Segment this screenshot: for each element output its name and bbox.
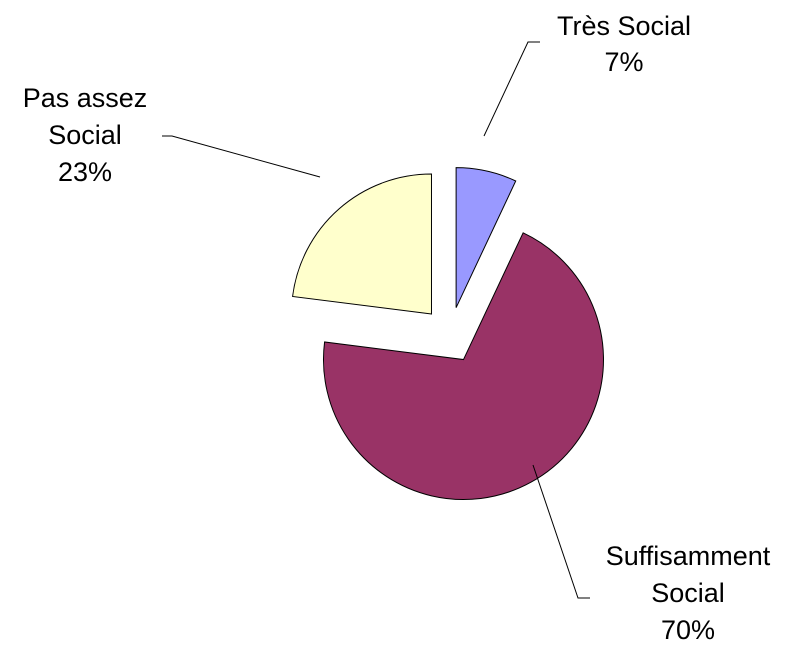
leader-line-tres-social <box>483 41 540 137</box>
slice-percent-suffisamment-social: 70% <box>661 615 715 645</box>
pie-slice-pas-assez-social <box>292 173 432 315</box>
slice-label-tres-social: Très Social <box>557 11 691 41</box>
leader-line-pas-assez-social <box>162 135 321 178</box>
slice-label-pas-assez-social: Pas assez <box>23 83 148 113</box>
pie-slice-suffisamment-social <box>323 232 604 501</box>
pie-slice-tres-social <box>455 167 517 308</box>
slice-label-pas-assez-social: Social <box>48 120 122 150</box>
leader-line-suffisamment-social <box>532 464 590 599</box>
slice-labels: Très Social 7% Suffisamment Social 70% Pas as… <box>23 11 771 645</box>
slice-percent-pas-assez-social: 23% <box>58 157 112 187</box>
leader-lines <box>162 41 590 599</box>
slice-label-suffisamment-social: Suffisamment <box>606 541 771 571</box>
slice-percent-tres-social: 7% <box>604 47 643 77</box>
pie-slices <box>292 167 604 501</box>
slice-label-suffisamment-social: Social <box>651 578 725 608</box>
